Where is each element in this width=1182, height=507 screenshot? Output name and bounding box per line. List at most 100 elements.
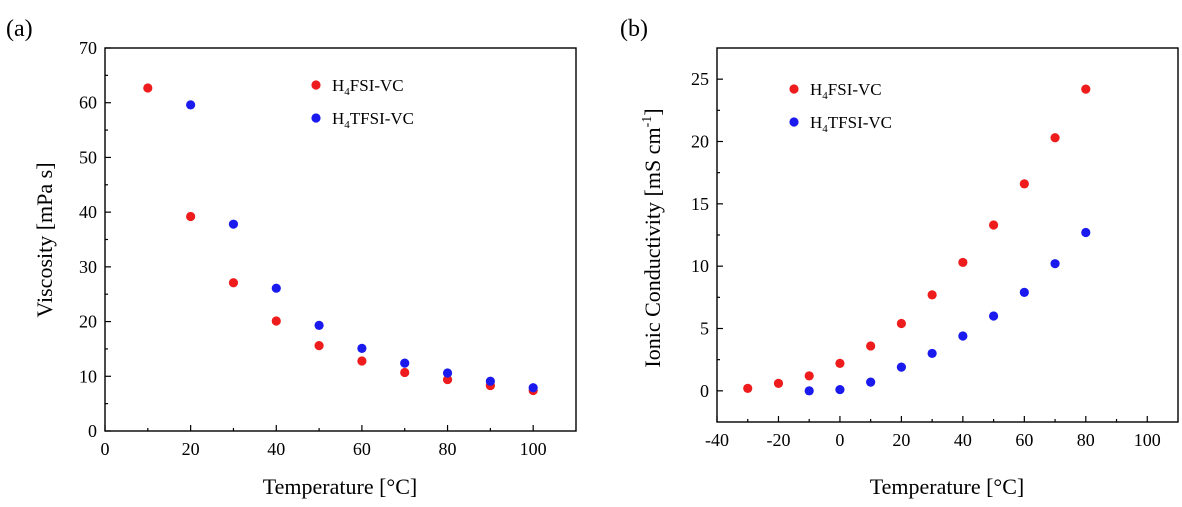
fsi-data-point [1019,179,1029,189]
tfsi-data-point [228,219,239,229]
tfsi-data-point [1019,287,1029,297]
panel-a-y-axis-title: Viscosity [mPa s] [32,162,57,317]
y-tick-label: 70 [79,38,97,58]
panel-b-y-axis-title-end: ] [640,108,665,115]
tfsi-data-point [314,320,324,331]
panel-a-points [143,83,538,396]
y-tick-label: 20 [691,132,709,152]
y-tick-label: 30 [79,257,97,277]
legend-marker [311,80,321,90]
x-tick-label: 40 [954,430,972,450]
fsi-data-point [958,257,968,268]
legend-label: H4TFSI-VC [810,113,892,135]
x-tick-label: 100 [1134,430,1161,450]
fsi-data-point [804,371,814,381]
x-tick-label: 80 [1077,430,1095,450]
panel-a-y-ticks: 0 10 20 30 40 50 60 70 [79,38,111,441]
fsi-data-point [228,278,239,288]
fsi-data-point [1050,133,1060,143]
x-tick-label: 20 [182,439,200,459]
x-tick-label: 20 [892,430,910,450]
legend-label-main: H [332,76,344,95]
fsi-data-point [314,341,324,351]
fsi-data-point [927,290,937,300]
fsi-data-point [357,356,367,366]
x-tick-label: 60 [1015,430,1033,450]
x-tick-label: 0 [835,430,844,450]
y-tick-label: 0 [700,381,709,401]
legend-label-rest: TFSI-VC [350,109,414,128]
fsi-data-point [743,383,753,393]
x-tick-label: -40 [705,430,729,450]
x-tick-label: 80 [439,439,457,459]
tfsi-data-point [835,384,845,395]
legend-label-main: H [332,109,344,128]
fsi-data-point [143,83,153,93]
y-tick-label: 0 [88,421,97,441]
fsi-data-point [773,378,784,388]
tfsi-data-point [927,348,937,359]
legend-marker [789,117,799,127]
panel-a-plot-frame [104,47,577,432]
legend-label-main: H [810,113,822,132]
legend-label-subscript: 4 [344,86,350,98]
tfsi-data-point [186,100,196,110]
legend-marker [789,84,799,94]
tfsi-data-point [896,362,907,372]
legend-label-rest: TFSI-VC [828,113,892,132]
tfsi-data-point [958,331,968,341]
y-tick-label: 60 [79,93,97,113]
tfsi-data-point [1081,227,1091,238]
panel-b-x-axis-title: Temperature [°C] [870,474,1024,499]
legend-label-main: H [810,80,822,99]
x-tick-label: 60 [353,439,371,459]
legend-label-subscript: 4 [822,123,828,135]
y-tick-label: 15 [691,194,709,214]
tfsi-data-point [866,377,876,387]
x-tick-label: 0 [101,439,110,459]
panel-b-plot-frame [716,47,1179,423]
panel-b-y-axis-title-main: Ionic Conductivity [mS cm [640,127,665,367]
panel-b-y-axis-title-exponent: -1 [640,116,655,128]
fsi-data-point [271,316,281,326]
fsi-data-point [989,220,999,230]
panel-b-conductivity: (b) -40 -20 0 20 40 60 80 100 0 5 10 15 20 25 Temper… [620,16,1179,499]
panel-a-label: (a) [6,16,33,42]
legend-label: H4TFSI-VC [332,109,414,131]
fsi-data-point [400,367,410,378]
y-tick-label: 10 [691,256,709,276]
y-tick-label: 5 [700,319,709,339]
tfsi-data-point [989,311,999,321]
y-tick-label: 40 [79,202,97,222]
fsi-data-point [442,374,453,385]
tfsi-data-point [271,283,281,293]
fsi-data-point [866,341,876,351]
x-tick-label: -20 [766,430,790,450]
tfsi-data-point [1050,259,1060,269]
y-tick-label: 25 [691,69,709,89]
panel-b-y-axis-title: Ionic Conductivity [mS cm-1] [640,108,665,367]
fsi-data-point [835,358,845,369]
fsi-data-point [186,211,196,222]
legend-label-subscript: 4 [344,119,350,131]
panel-a-x-ticks: 0 20 40 60 80 100 [101,425,547,459]
panel-b-y-ticks: 0 5 10 15 20 25 [691,69,723,401]
panel-b-label: (b) [620,16,648,42]
tfsi-data-point [804,386,814,396]
legend-label: H4FSI-VC [332,76,404,98]
y-tick-label: 10 [79,366,97,386]
legend-label-rest: FSI-VC [350,76,404,95]
legend-marker [311,113,321,123]
fsi-data-point [896,318,907,329]
tfsi-data-point [485,376,495,386]
x-tick-label: 40 [267,439,285,459]
y-tick-label: 50 [79,147,97,167]
legend-label-subscript: 4 [822,90,828,102]
y-tick-label: 20 [79,312,97,332]
legend-label: H4FSI-VC [810,80,882,102]
panel-a-x-axis-title: Temperature [°C] [263,474,417,499]
